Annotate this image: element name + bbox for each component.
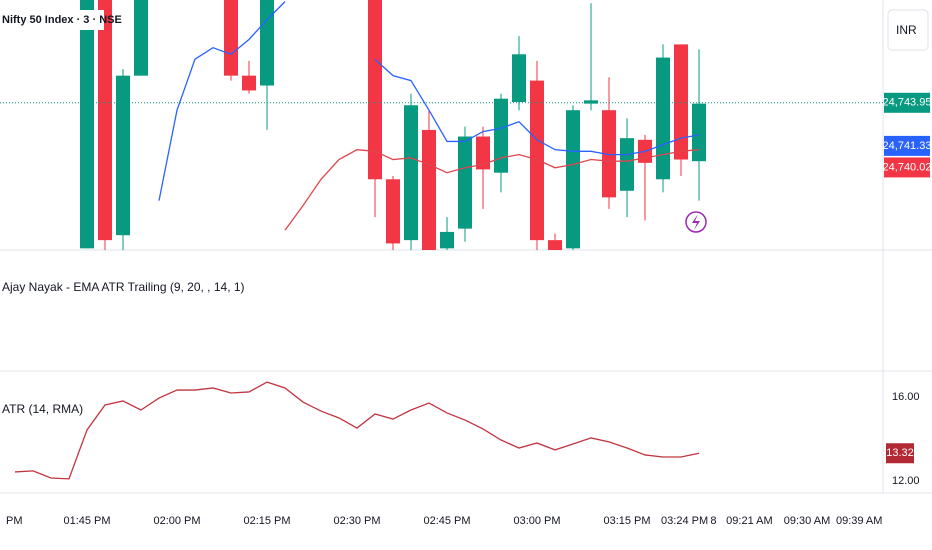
candle-body — [98, 0, 112, 241]
x-tick-label: 02:15 PM — [243, 515, 290, 527]
candle-body — [494, 98, 508, 173]
candle-body — [440, 231, 454, 249]
x-tick-label: 8 — [710, 515, 716, 527]
x-tick-label: 03:00 PM — [513, 515, 560, 527]
ema-line — [284, 149, 700, 231]
candle-body — [674, 44, 688, 160]
candle-body — [404, 105, 418, 241]
x-tick-label: 02:30 PM — [333, 515, 380, 527]
candle-body — [80, 0, 94, 249]
x-tick-label: 02:45 PM — [423, 515, 470, 527]
candle-body — [476, 136, 490, 170]
candle-body — [512, 54, 526, 102]
price-tag — [884, 157, 930, 178]
candle-body — [530, 80, 544, 241]
candle-body — [422, 129, 436, 250]
candle-body — [566, 110, 580, 249]
candle-body — [386, 179, 400, 244]
ema-line — [158, 1, 286, 201]
atr-pane — [14, 381, 700, 480]
main-pane — [0, 0, 883, 250]
overlay: 24,743.95 24,741.33 24,740.02 16.00 12.00 13.… — [6, 92, 932, 527]
candle-body — [602, 110, 616, 198]
candle-body — [368, 0, 382, 180]
x-tick-label: 03:15 PM — [603, 515, 650, 527]
candle-body — [458, 136, 472, 229]
atr-line — [14, 381, 700, 480]
price-tag-label: 24,740.02 — [883, 161, 932, 173]
x-tick-label: 09:21 AM — [726, 515, 772, 527]
x-tick-label: 01:45 PM — [63, 515, 110, 527]
x-tick-label: 09:39 AM — [836, 515, 882, 527]
title-bg — [0, 10, 104, 30]
candle-body — [656, 57, 670, 180]
price-tag — [884, 135, 930, 156]
ema-line — [374, 58, 700, 156]
x-tick-label: PM — [6, 515, 23, 527]
candle-body — [620, 138, 634, 191]
candle-body — [548, 240, 562, 250]
symbol-title: Nifty 50 Index · 3 · NSE — [2, 14, 122, 26]
lightning — [692, 214, 700, 230]
x-tick-label: 02:00 PM — [153, 515, 200, 527]
candle-body — [242, 75, 256, 91]
currency-box[interactable] — [887, 9, 929, 51]
atr-tag — [886, 443, 914, 464]
currency: INR — [896, 23, 917, 37]
candle-body — [224, 0, 238, 76]
y-tick-label: 16.00 — [892, 391, 920, 403]
price-tag — [884, 92, 930, 113]
x-tick-label: 03:24 PM — [661, 515, 708, 527]
x-tick-label: 09:30 AM — [784, 515, 830, 527]
candle-body — [260, 0, 274, 86]
atr-title: ATR (14, RMA) — [2, 402, 83, 416]
price-tag-label: 24,743.95 — [883, 97, 932, 109]
price-tag-label: 24,741.33 — [883, 140, 932, 152]
candle-body — [134, 0, 148, 76]
candle-body — [584, 100, 598, 104]
indicator-title: Ajay Nayak - EMA ATR Trailing (9, 20, , … — [2, 280, 245, 294]
candle-body — [692, 103, 706, 162]
candle-body — [116, 75, 130, 236]
y-tick-label: 12.00 — [892, 475, 920, 487]
atr-tag-label: 13.32 — [886, 447, 914, 459]
